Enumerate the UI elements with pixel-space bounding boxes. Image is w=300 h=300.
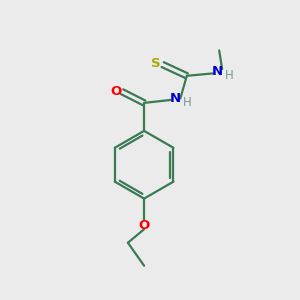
Text: N: N bbox=[212, 65, 223, 78]
Text: H: H bbox=[225, 69, 234, 82]
Text: O: O bbox=[139, 219, 150, 232]
Text: N: N bbox=[170, 92, 181, 105]
Text: S: S bbox=[152, 57, 161, 70]
Text: O: O bbox=[110, 85, 121, 98]
Text: H: H bbox=[183, 96, 192, 109]
